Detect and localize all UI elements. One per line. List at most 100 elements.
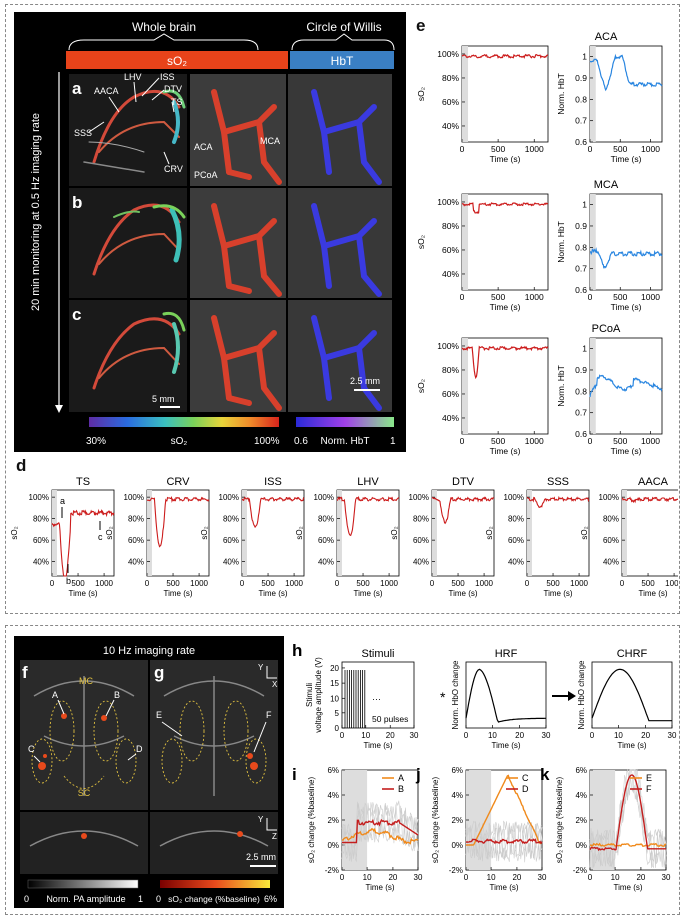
panel-d-1-xtick-label: 0 (145, 579, 150, 588)
panel-d-5-ytick-label: 80% (508, 515, 524, 524)
panel-e-so2-0-stim-shade (462, 46, 469, 142)
hbt-cbar-min: 0.6 (294, 436, 308, 447)
scale-5mm: 5 mm (152, 394, 175, 404)
panel-f-letter: f (22, 663, 28, 682)
so2-colorbar (89, 417, 279, 427)
panel-d-5-title: SSS (547, 476, 569, 488)
whole-brain-vessels (83, 89, 186, 390)
panel-d-5-ylabel: sO₂ (485, 526, 494, 539)
header-whole-brain: Whole brain (132, 20, 196, 34)
panel-j-line-C (466, 774, 543, 846)
panel-h-stimuli-ytick-label: 10 (330, 694, 339, 703)
panel-d-4-xtick-label: 500 (451, 579, 465, 588)
panel-e-so2-2-xtick-label: 1000 (525, 436, 544, 446)
panel-e-hbt-1-ytick-label: 0.7 (575, 264, 587, 274)
bottom-image-panel: 10 Hz imaging rate f g MC A B C D SC E F… (14, 636, 284, 908)
panel-d-2-xtick-label: 0 (240, 579, 245, 588)
panel-d-2-stim-shade (242, 490, 247, 576)
panel-i-trial-trace (341, 802, 419, 863)
panel-e-so2-0-ylabel: sO₂ (416, 87, 426, 101)
panel-d-line-2 (241, 496, 305, 529)
panel-e-hbt-1-stim-shade (590, 194, 596, 290)
hbt-cbar-max: 1 (390, 436, 396, 447)
panel-d-0-ytick-label: 100% (29, 493, 49, 502)
panel-h-chrf-axes (591, 661, 673, 729)
panel-e-so2-line-2 (461, 345, 549, 380)
axis-top-x: X (272, 680, 278, 689)
label-dtv: DTV (164, 84, 182, 94)
panel-d-2-xlabel: Time (s) (258, 589, 287, 598)
panel-k-line-E (589, 842, 667, 848)
panel-j-ytick-label: 6% (451, 766, 463, 775)
panel-h-arrowhead (568, 691, 576, 701)
panel-e-hbt-1-ytick-label: 1 (582, 200, 587, 210)
panel-d-4-ytick-label: 80% (413, 515, 429, 524)
panel-j-ylabel: sO₂ change (%baseline) (431, 777, 440, 864)
panel-h-stimuli-xtick-label: 20 (386, 731, 395, 740)
label-sss: SSS (74, 128, 92, 138)
scale-2-5mm: 2.5 mm (350, 376, 380, 386)
panel-e-hbt-1-ytick-label: 0.6 (575, 285, 587, 295)
panel-j-ytick-label: 2% (451, 816, 463, 825)
panel-e-so2-2-stim-shade (462, 338, 469, 434)
row-letter-b: b (72, 193, 82, 212)
panel-d-2-ytick-label: 40% (223, 558, 239, 567)
panel-e-so2-1-ytick-label: 80% (442, 221, 459, 231)
hbt-header-bar (290, 51, 394, 69)
panel-k-ytick-label: -2% (573, 866, 587, 875)
panel-e-hbt-2-xlabel: Time (s) (611, 446, 642, 456)
panel-e-so2-1-ytick-label: 40% (442, 269, 459, 279)
panel-i-xtick-label: 0 (340, 873, 345, 882)
panel-e-hbt-2-ytick-label: 0.7 (575, 408, 587, 418)
panel-j-legend-label-1: D (522, 784, 529, 794)
panel-d-2-xtick-label: 500 (261, 579, 275, 588)
panel-e-so2-2-ylabel: sO₂ (416, 379, 426, 393)
panel-k-xtick-label: 20 (636, 873, 645, 882)
panel-e-so2-0-ytick-label: 40% (442, 121, 459, 131)
panel-h-stimuli-axes (341, 661, 415, 729)
so2-header-label: sO₂ (167, 54, 187, 68)
panel-k-legend-label-1: F (646, 784, 652, 794)
panel-d-line-6 (621, 496, 678, 504)
panel-e-hbt-0-stim-shade (590, 46, 596, 142)
panel-e-hbt-0-ylabel: Norm. HbT (556, 73, 566, 115)
cow-so2-vessels (211, 89, 282, 411)
panel-e-hbt-2-stim-shade (590, 338, 596, 434)
panel-h-chrf-title: CHRF (617, 648, 648, 660)
panel-e-hbt-0-ytick-label: 0.8 (575, 94, 587, 104)
panel-j-ytick-label: 4% (451, 791, 463, 800)
panel-d-line-5 (526, 495, 590, 509)
panel-i-xtick-label: 30 (414, 873, 423, 882)
panel-d-1-ytick-label: 60% (128, 536, 144, 545)
panel-e-so2-0-ytick-label: 100% (437, 49, 459, 59)
panel-d-marker-b: b (66, 576, 71, 586)
panel-d-3-ytick-label: 100% (314, 493, 334, 502)
panel-d-6-title: AACA (638, 476, 669, 488)
panel-e-so2-1-xtick-label: 1000 (525, 292, 544, 302)
panel-k-xtick-label: 10 (611, 873, 620, 882)
panel-d-2-title: ISS (264, 476, 282, 488)
panel-k-ytick-label: 6% (575, 766, 587, 775)
panel-k-ytick-label: 4% (575, 791, 587, 800)
panel-d-6-ytick-label: 60% (603, 536, 619, 545)
panel-d-6-ytick-label: 40% (603, 558, 619, 567)
panel-h-chrf-line (591, 668, 672, 722)
panel-d-marker-a: a (60, 496, 65, 506)
panel-e-hbt-2-ytick-label: 0.6 (575, 429, 587, 439)
panel-e-hbt-0-axes (589, 45, 663, 143)
panel-d-letter: d (16, 456, 27, 475)
so2change-colorbar (160, 880, 270, 888)
panel-e-hbt-1-xlabel: Time (s) (611, 302, 642, 312)
row-letter-a: a (72, 79, 82, 98)
panel-e-so2-0-xlabel: Time (s) (490, 154, 521, 164)
panel-k-xtick-label: 30 (662, 873, 671, 882)
panel-e-hbt-1-axes (589, 193, 663, 291)
panel-g-letter: g (154, 663, 164, 682)
panel-d-1-xtick-label: 1000 (190, 579, 208, 588)
top-image-panel: Whole brain Circle of Willis sO₂ HbT 20 … (14, 12, 406, 452)
panel-h-chrf-ylabel: Norm. HbO change (577, 660, 586, 729)
label-sc: SC (78, 788, 91, 798)
panel-d-0-title: TS (76, 476, 90, 488)
panel-d-line-0 (51, 508, 115, 577)
so2-header-bar (66, 51, 288, 69)
